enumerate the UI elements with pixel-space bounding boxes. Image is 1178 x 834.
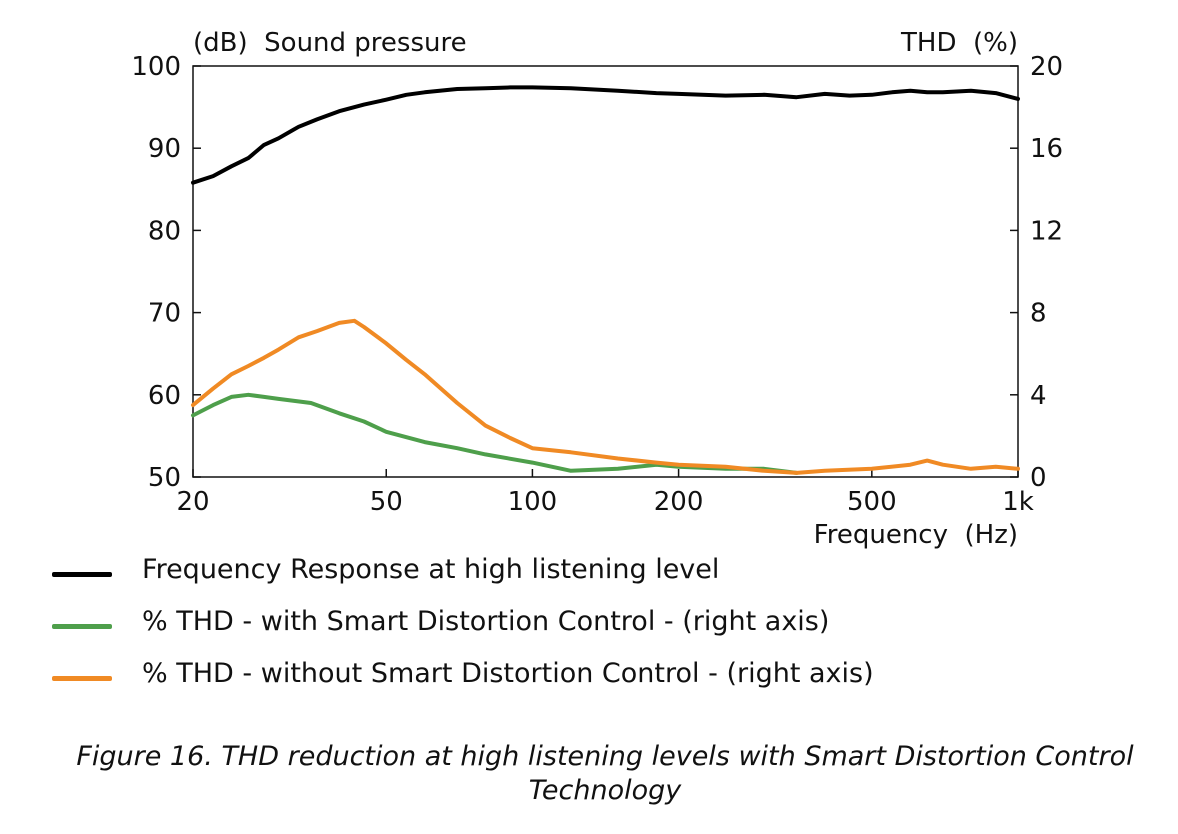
legend-label: % THD - with Smart Distortion Control - … xyxy=(142,606,830,637)
y-left-tick-label: 60 xyxy=(148,381,181,411)
y-right-tick-label: 12 xyxy=(1030,216,1063,246)
y-left-tick-label: 70 xyxy=(148,299,181,329)
x-tick-label: 100 xyxy=(508,487,558,517)
x-tick-label: 200 xyxy=(654,487,704,517)
y-right-tick-label: 20 xyxy=(1030,52,1063,82)
series-lines xyxy=(191,85,1020,475)
legend-label: Frequency Response at high listening lev… xyxy=(142,554,720,585)
tick-marks xyxy=(192,65,1019,478)
plot-frame xyxy=(192,65,1019,478)
x-tick-label: 500 xyxy=(847,487,897,517)
left-axis-label: (dB) Sound pressure xyxy=(193,28,467,58)
y-right-tick-label: 0 xyxy=(1030,463,1047,493)
y-right-tick-label: 4 xyxy=(1030,381,1047,411)
x-tick-label: 50 xyxy=(370,487,403,517)
y-right-tick-label: 8 xyxy=(1030,299,1047,329)
x-tick-label: 20 xyxy=(176,487,209,517)
legend-swatch-orange xyxy=(52,676,112,681)
legend-swatch-green xyxy=(52,624,112,629)
legend-swatch-black xyxy=(52,572,112,577)
x-axis-label: Frequency (Hz) xyxy=(814,520,1018,550)
y-right-tick-label: 16 xyxy=(1030,134,1063,164)
series-line-0 xyxy=(191,85,1020,185)
y-left-tick-label: 100 xyxy=(131,52,181,82)
y-left-tick-label: 50 xyxy=(148,463,181,493)
x-tick-label: 1k xyxy=(1002,487,1034,517)
right-axis-label: THD (%) xyxy=(900,28,1018,58)
y-left-tick-label: 90 xyxy=(148,134,181,164)
y-left-tick-label: 80 xyxy=(148,216,181,246)
figure-caption: Figure 16. THD reduction at high listeni… xyxy=(76,741,1134,806)
series-line-2 xyxy=(191,318,1020,475)
legend-label: % THD - without Smart Distortion Control… xyxy=(142,658,874,689)
series-line-1 xyxy=(191,392,799,475)
